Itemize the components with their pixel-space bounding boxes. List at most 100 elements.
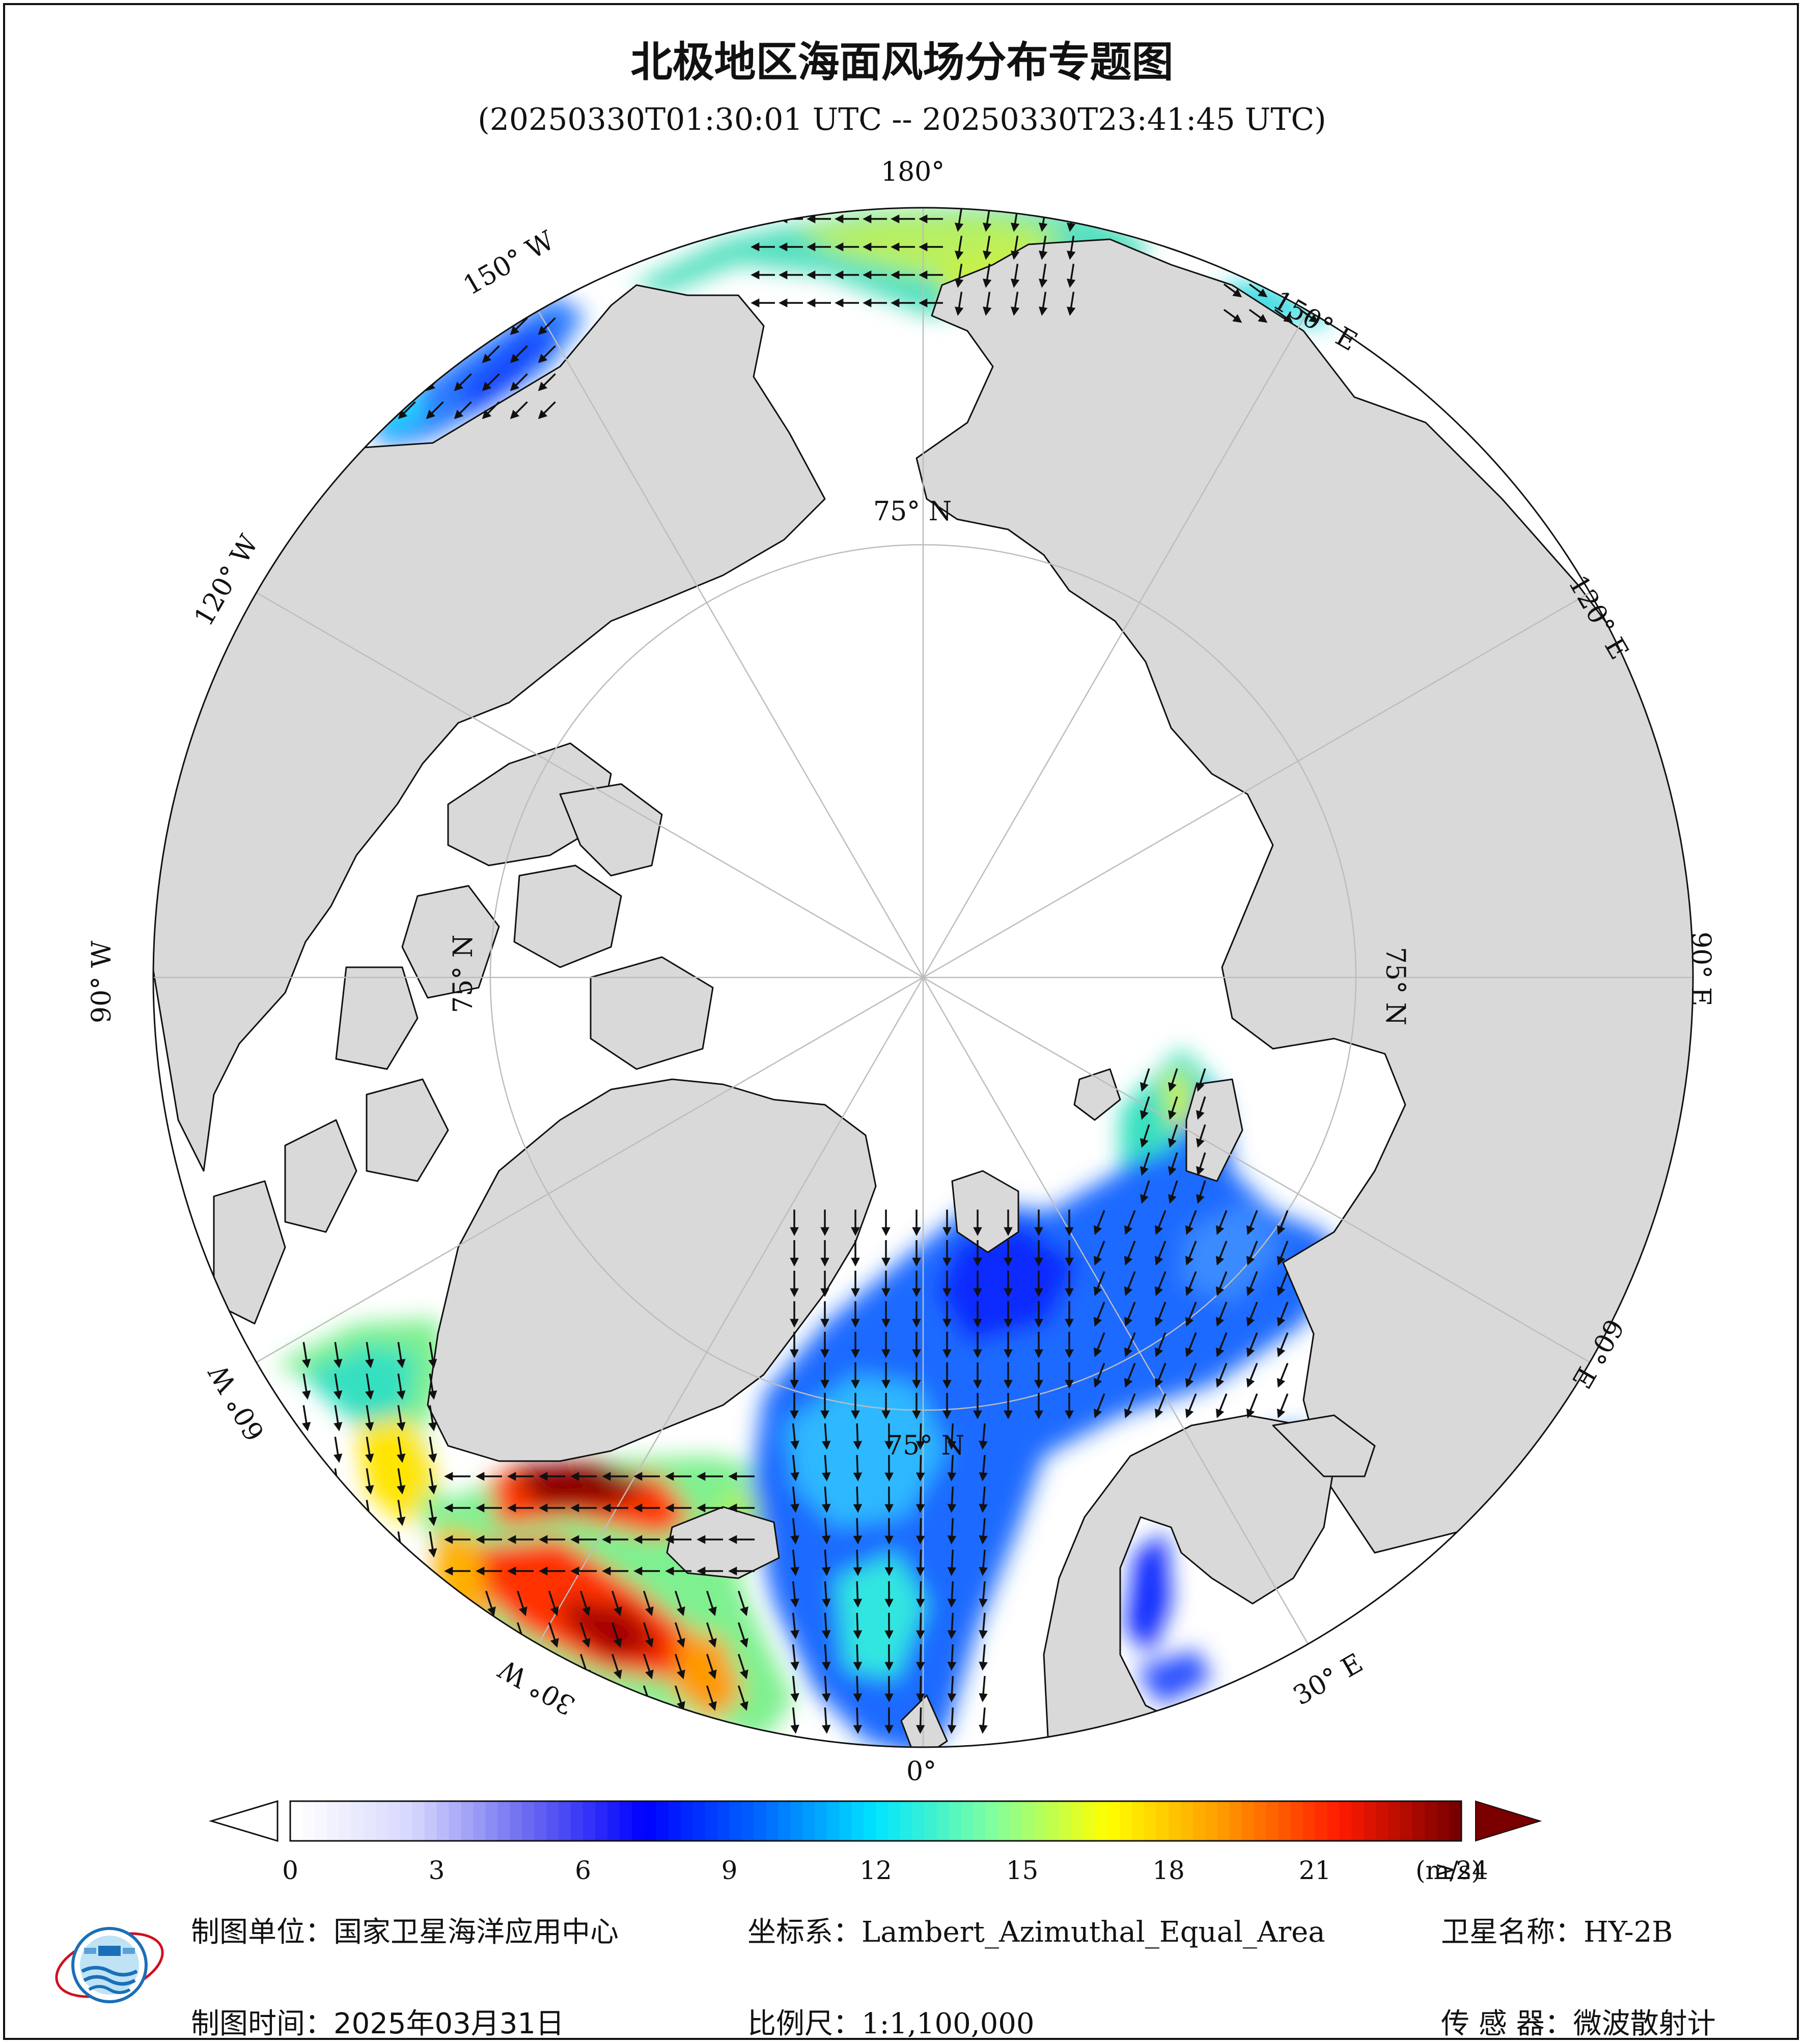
colorbar-cell [424,1801,437,1841]
wind-arrow [539,1566,565,1576]
wind-arrow [453,1685,464,1711]
wind-arrow [1038,235,1048,260]
colorbar-cell [1120,1801,1133,1841]
wind-arrow [1168,1068,1178,1092]
wind-arrow [398,401,416,419]
wind-arrow [790,1210,799,1236]
wind-arrow [942,1210,952,1236]
wind-arrow [697,1566,723,1576]
wind-arrow [1246,1332,1258,1357]
wind-arrow [485,1654,496,1679]
colorbar-cell [339,1801,352,1841]
map-frame [3,3,1799,2040]
colorbar-cell [619,1801,632,1841]
wind-arrow [1066,235,1076,260]
colorbar-cell [692,1801,706,1841]
wind-arrow [790,1271,799,1297]
wind-arrow [334,1437,343,1463]
land-masses [153,238,1693,1747]
colorbar-cell [839,1801,852,1841]
wind-arrow [570,1566,597,1576]
footer-unit: 制图单位：国家卫星海洋应用中心 [191,1916,619,1949]
colorbar-cell [1010,1801,1023,1841]
wind-arrow [954,291,964,316]
wind-arrow [579,1622,591,1648]
wind-arrow [821,1675,831,1702]
wind-arrow [1196,1152,1206,1176]
colorbar-cell [1315,1801,1328,1841]
wind-arrow [674,1590,685,1616]
colorbar-cell [1132,1801,1145,1841]
wind-arrow [973,1271,982,1297]
wind-arrow [807,214,831,223]
wind-arrow [1124,1302,1136,1327]
wind-arrow [979,1581,988,1608]
wind-arrow [919,298,943,307]
wind-arrow [611,1654,622,1679]
colorbar-cell [1364,1801,1377,1841]
wind-arrow [1066,263,1076,288]
colorbar-cell [1229,1801,1242,1841]
colorbar-cell [1449,1801,1462,1841]
colorbar-tick-label: 21 [1298,1856,1331,1885]
wind-arrow [979,1675,988,1702]
wind-arrow [1246,1393,1258,1418]
lon-label-180: 180° [881,157,945,187]
wind-arrow [884,1612,894,1639]
wind-arrow [851,1240,860,1267]
wind-arrow [507,1472,534,1481]
wind-arrow [397,1468,406,1495]
wind-arrow [853,1612,863,1639]
wind-arrow [853,1707,863,1734]
colorbar-cell [290,1801,303,1841]
wind-arrow [1124,1271,1136,1296]
wind-arrow [751,270,775,279]
wind-arrow [428,1405,437,1432]
wind-arrow [821,1423,831,1450]
colorbar-tick-label: 15 [1006,1856,1039,1885]
wind-arrow [548,1654,559,1679]
wind-arrow [947,1454,957,1481]
wind-arrow [428,1468,437,1495]
wind-arrow [790,1486,799,1513]
wind-arrow [1004,1210,1013,1236]
wind-arrow [982,235,992,260]
wind-arrow [1034,1332,1043,1358]
wind-arrow [1215,1271,1228,1296]
colorbar-cell [473,1801,486,1841]
wind-arrow [1004,1240,1013,1267]
wind-arrow [884,1707,894,1734]
wind-arrow [398,373,416,391]
colorbar-cell [644,1801,657,1841]
colorbar-cell [1290,1801,1303,1841]
colorbar-cell [985,1801,998,1841]
wind-arrow [881,1301,891,1328]
wind-arrow [1246,1271,1258,1296]
wind-arrow [807,270,831,279]
wind-arrow [1038,263,1048,288]
wind-arrow [942,1362,952,1389]
wind-arrow [1034,1393,1043,1419]
wind-arrow [1168,1180,1178,1204]
wind-arrow [915,1581,925,1608]
wind-arrow [570,1503,597,1513]
wind-arrow [1093,1363,1105,1388]
colorbar-cell [1180,1801,1194,1841]
colorbar-cell [1059,1801,1072,1841]
wind-arrow [397,1374,406,1400]
meridian-line [537,977,924,1645]
wind-arrow [476,1566,502,1576]
wind-arrow [853,1423,863,1450]
colorbar-cell [522,1801,535,1841]
wind-arrow [674,1654,685,1679]
wind-arrow [397,1405,406,1432]
wind-arrow [538,317,556,335]
wind-arrow [915,1486,925,1513]
wind-arrow [851,1332,860,1358]
wind-arrow [579,1685,591,1711]
colorbar-cell [802,1801,816,1841]
wind-arrow [1248,309,1268,323]
wind-arrow [1276,1302,1289,1327]
wind-arrow [1246,1241,1258,1266]
